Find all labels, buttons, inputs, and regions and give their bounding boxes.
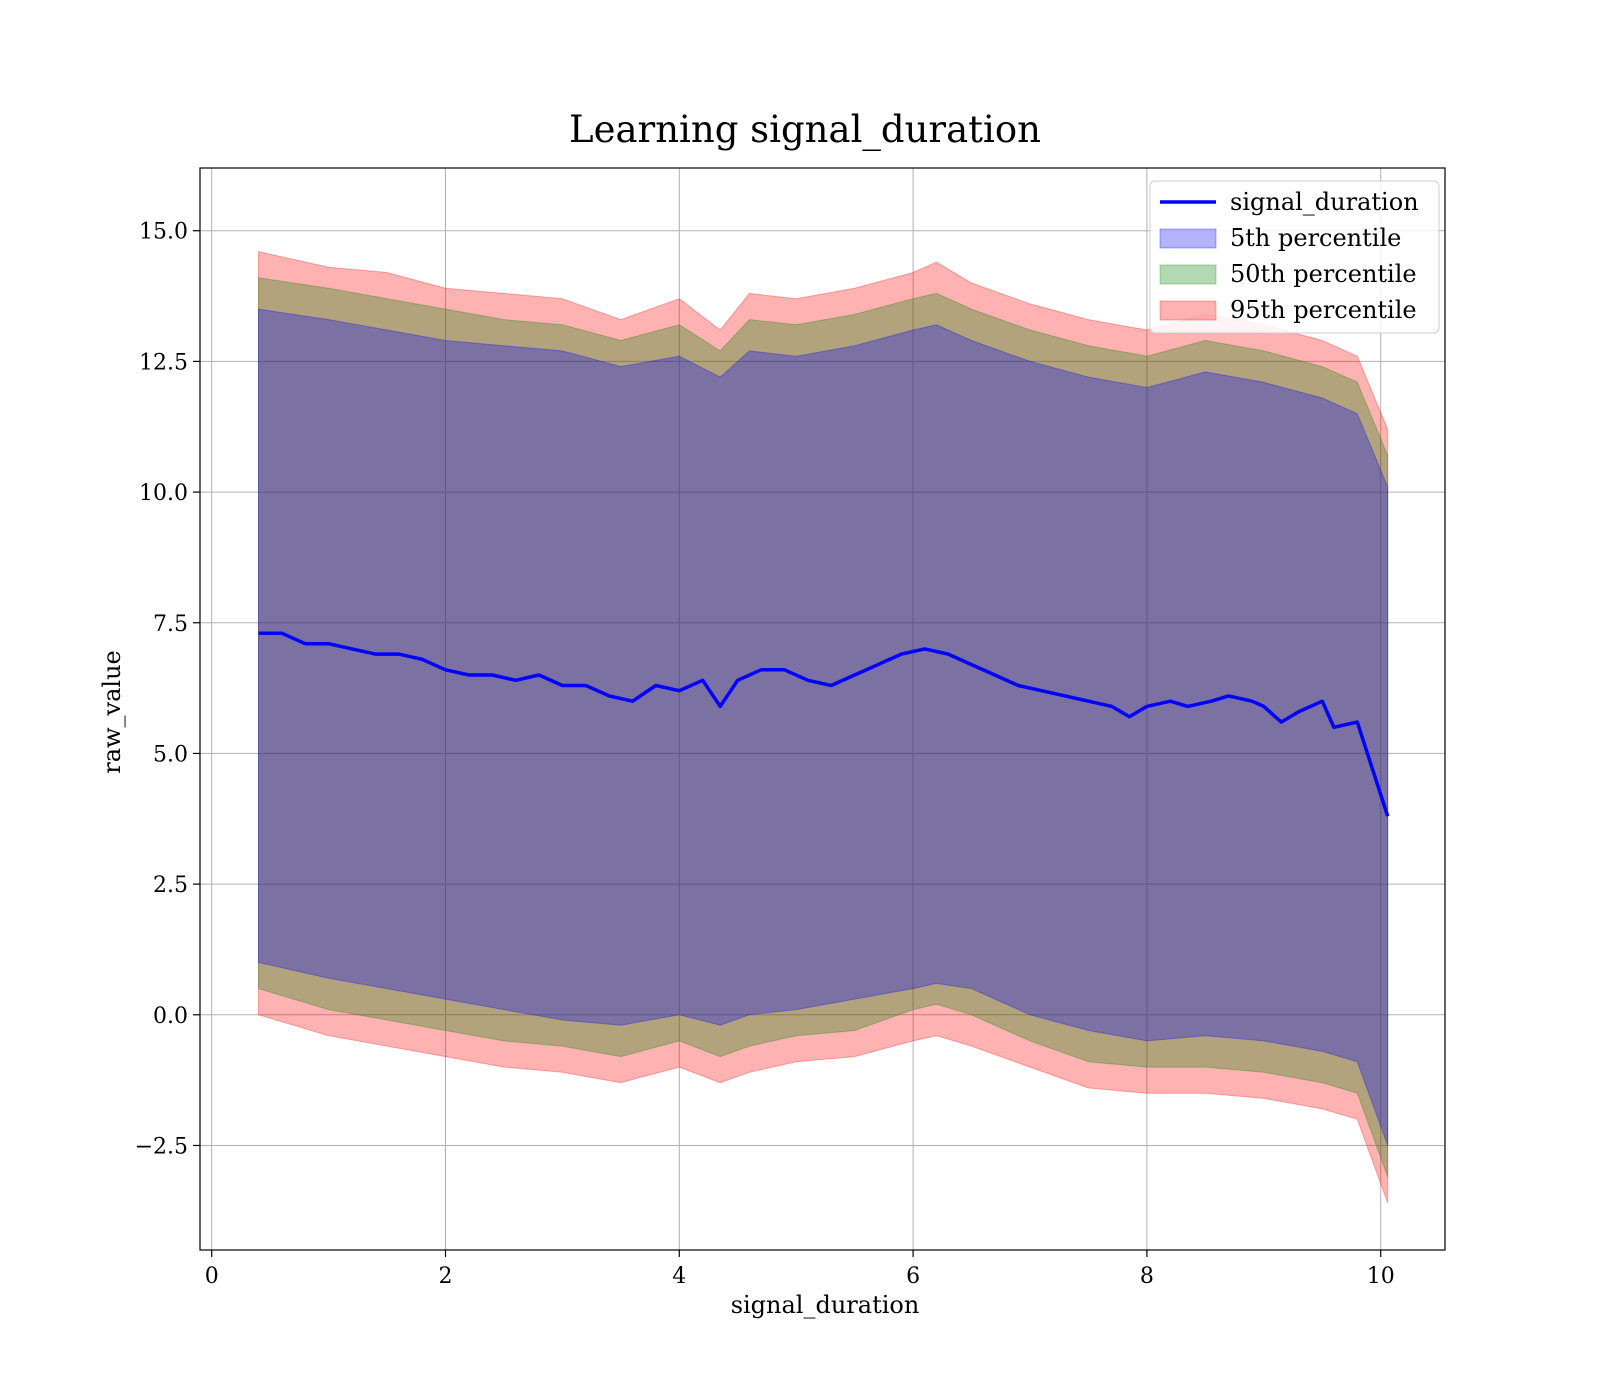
percentile-bands	[258, 250, 1389, 1204]
legend-swatch-50th	[1159, 264, 1217, 285]
y-tick-label-4: 7.5	[153, 612, 188, 637]
x-tick-label-2: 4	[672, 1264, 686, 1289]
y-tick-label-6: 12.5	[139, 350, 188, 375]
plot-frame	[199, 167, 1446, 1251]
x-axis-ticks: 0 2 4 6 8 10	[205, 1250, 1395, 1289]
chart-title: Learning signal_duration	[569, 108, 1041, 152]
legend-swatch-95th	[1159, 300, 1217, 321]
band-2	[258, 308, 1389, 1146]
y-tick-label-3: 5.0	[153, 742, 188, 767]
x-tick-label-3: 6	[906, 1264, 920, 1289]
x-tick-label-1: 2	[438, 1264, 452, 1289]
legend-swatch-5th	[1159, 228, 1217, 249]
y-axis-ticks: −2.5 0.0 2.5 5.0 7.5 10.0 12.5 15.0	[135, 220, 200, 1159]
x-tick-label-0: 0	[205, 1264, 219, 1289]
y-tick-label-2: 2.5	[153, 873, 188, 898]
band-0	[258, 250, 1389, 1204]
y-tick-label-0: −2.5	[135, 1134, 188, 1159]
y-tick-label-7: 15.0	[139, 220, 188, 245]
y-tick-label-1: 0.0	[153, 1004, 188, 1029]
y-tick-label-5: 10.0	[139, 481, 188, 506]
legend-box	[1149, 180, 1440, 334]
x-tick-label-4: 8	[1140, 1264, 1154, 1289]
x-axis-label: signal_duration	[731, 1291, 920, 1319]
grid	[200, 168, 1445, 1250]
legend-label-5th: 5th percentile	[1230, 224, 1401, 252]
y-axis-label: raw_value	[98, 650, 126, 774]
x-tick-label-5: 10	[1367, 1264, 1395, 1289]
legend-label-95th: 95th percentile	[1230, 296, 1417, 324]
legend-label-line: signal_duration	[1230, 188, 1419, 216]
series-line-signal-duration	[258, 631, 1390, 817]
line-layer	[258, 631, 1390, 817]
band-1	[258, 277, 1389, 1177]
legend-label-50th: 50th percentile	[1230, 260, 1417, 288]
legend: signal_duration 5th percentile 50th perc…	[1149, 180, 1440, 334]
